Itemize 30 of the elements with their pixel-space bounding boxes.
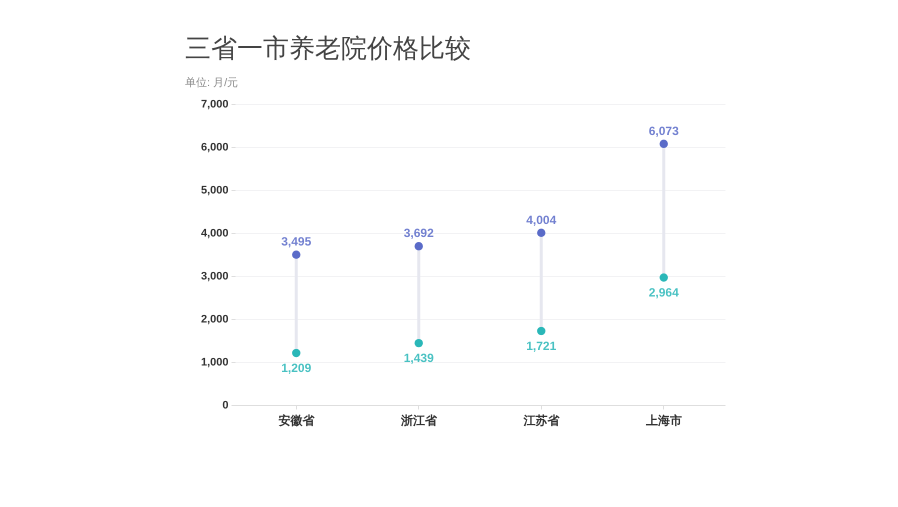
- data-label: 3,692: [404, 226, 434, 240]
- y-tick-label: 1,000: [200, 356, 228, 368]
- data-label: 1,439: [404, 351, 434, 366]
- point: [537, 326, 546, 336]
- data-label: 2,964: [648, 286, 680, 300]
- y-tick-label: 3,000: [200, 270, 228, 282]
- y-tick-label: 6,000: [200, 142, 228, 154]
- x-tick-label: 江苏省: [522, 414, 560, 428]
- data-label: 1,209: [281, 361, 312, 376]
- point: [660, 273, 668, 282]
- y-tick-label: 2,000: [200, 314, 228, 326]
- chart-subtitle: 单位: 月/元: [185, 76, 238, 89]
- data-label: 1,721: [526, 338, 557, 353]
- chart-title: 三省一市养老院价格比较: [185, 33, 471, 63]
- point: [414, 242, 423, 250]
- data-label: 6,073: [648, 124, 680, 138]
- y-tick-label: 5,000: [200, 184, 228, 196]
- point: [292, 348, 300, 358]
- y-tick-label: 0: [222, 400, 228, 412]
- point: [660, 140, 668, 148]
- data-label: 4,004: [526, 212, 557, 227]
- point: [414, 338, 423, 348]
- y-tick-label: 4,000: [200, 228, 228, 240]
- point: [537, 228, 546, 238]
- data-label: 3,495: [281, 234, 312, 249]
- x-tick-label: 安徽省: [278, 414, 316, 428]
- x-tick-label: 浙江省: [400, 414, 438, 428]
- y-tick-label: 7,000: [200, 98, 228, 110]
- x-tick-label: 上海市: [644, 414, 682, 428]
- point: [292, 250, 300, 259]
